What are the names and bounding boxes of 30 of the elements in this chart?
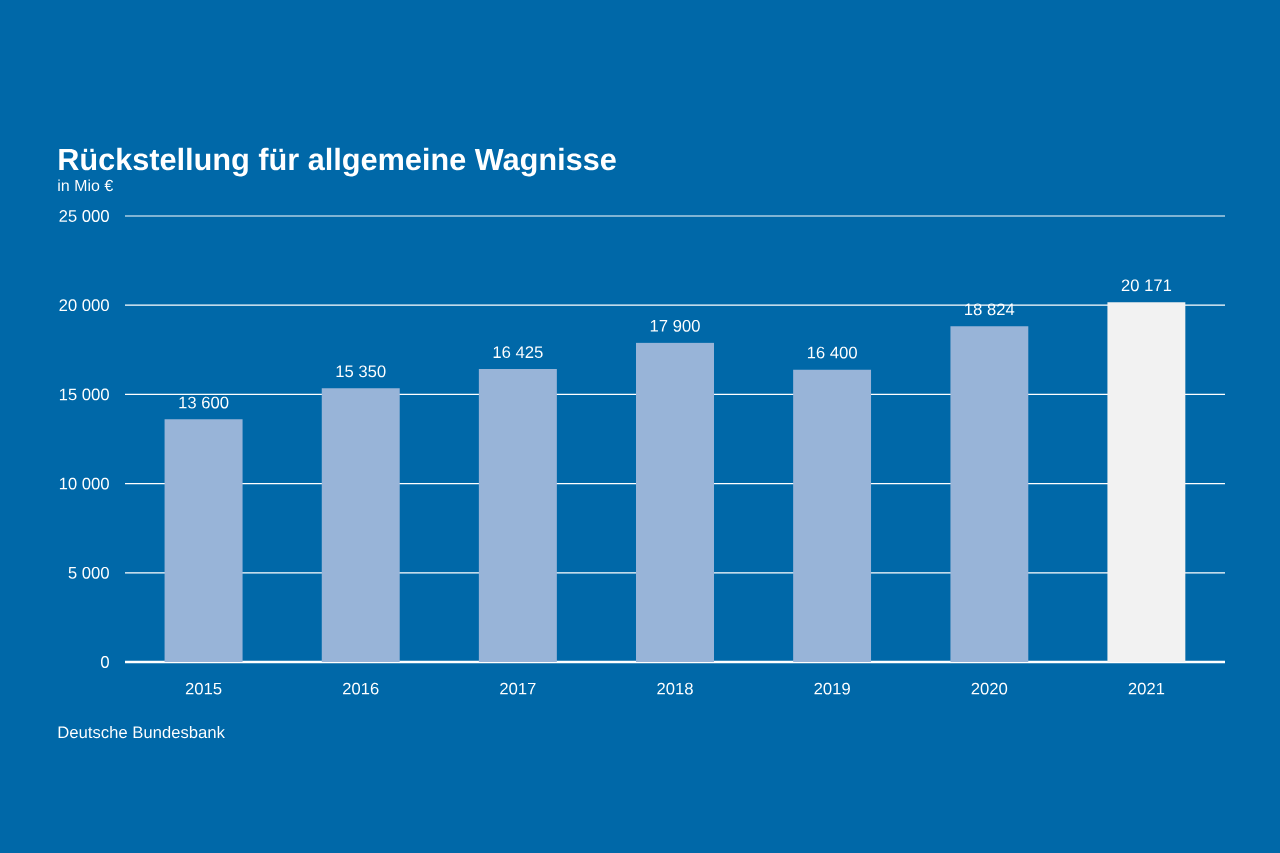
x-tick-label: 2021 — [1128, 682, 1165, 695]
y-tick-label: 15 000 — [59, 388, 109, 401]
bar — [321, 388, 400, 662]
y-tick-label: 25 000 — [59, 210, 109, 222]
data-label: 15 350 — [336, 365, 386, 378]
chart-subtitle: in Mio € — [58, 179, 114, 192]
x-tick-label: 2020 — [971, 682, 1008, 695]
y-tick-label: 0 — [101, 656, 109, 668]
y-tick-label: 20 000 — [59, 299, 109, 312]
y-tick-label: 10 000 — [59, 477, 109, 490]
bar — [636, 342, 714, 662]
x-tick-label: 2015 — [185, 682, 222, 695]
data-label: 20 171 — [1121, 279, 1172, 292]
x-tick-label: 2017 — [500, 682, 536, 695]
data-label: 13 600 — [179, 396, 229, 409]
data-label: 16 425 — [493, 346, 543, 359]
bar — [793, 369, 872, 662]
data-label: 16 400 — [807, 346, 857, 359]
data-label: 18 824 — [965, 303, 1015, 316]
x-tick-label: 2019 — [814, 682, 850, 695]
y-tick-label: 5 000 — [68, 566, 109, 579]
x-tick-label: 2016 — [343, 682, 379, 695]
text: Deutsche Bundesbank — [58, 725, 225, 739]
bar — [164, 419, 243, 662]
x-tick-label: 2018 — [657, 682, 693, 695]
data-label: 17 900 — [650, 319, 700, 332]
bar — [1107, 302, 1186, 662]
bar — [478, 368, 557, 662]
chart-title: Rückstellung für allgemeine Wagnisse — [59, 147, 616, 177]
bar — [950, 326, 1029, 662]
